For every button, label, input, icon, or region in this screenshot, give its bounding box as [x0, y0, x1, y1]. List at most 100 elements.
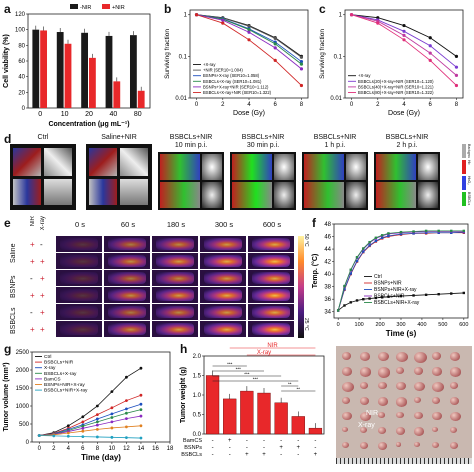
thermal-sign: + — [30, 257, 35, 266]
thermal-image — [152, 270, 198, 286]
g-point — [139, 408, 143, 411]
a-ytick-label: 100 — [15, 28, 26, 34]
tumor-specimen — [378, 412, 385, 418]
h-bar — [223, 398, 237, 435]
thermal-image — [104, 321, 150, 337]
f-point — [355, 256, 359, 259]
h-sign: - — [212, 438, 214, 444]
g-point — [125, 417, 128, 420]
h-sign: - — [297, 452, 299, 458]
g-point — [95, 420, 99, 424]
f-legend-label: BSNPs+NIR+X-ray — [374, 287, 417, 293]
f-legend-label: BSBCLs+NIR — [374, 294, 405, 300]
thermal-time-label: 300 s — [214, 220, 234, 229]
a-legend-label: +NIR — [112, 5, 125, 11]
svg-c-xtick-label: 0 — [350, 102, 354, 108]
thermal-image — [152, 253, 198, 269]
tumor-specimen — [342, 352, 351, 360]
a-legend-swatch — [70, 4, 78, 9]
f-point — [387, 234, 390, 238]
h-row-label: BamCS — [183, 438, 202, 444]
tumor-specimen — [432, 367, 443, 376]
svg-b-legend-label: BSNPs+X-ray (SER10=1.058) — [203, 73, 260, 78]
tumor-specimen — [396, 442, 402, 447]
g-ylabel: Tumor volume (mm³) — [3, 362, 10, 431]
a-bar — [89, 57, 96, 108]
pa-tile-title: Ctrl — [37, 134, 49, 141]
h-ytick-label: 0.0 — [193, 432, 202, 438]
tumor-specimen — [450, 367, 462, 377]
svg-b-ytick-label: 0.1 — [179, 54, 188, 60]
g-point — [139, 414, 143, 418]
g-point — [95, 404, 99, 408]
svg-c-ylabel: Surviving fraction — [319, 29, 326, 79]
panel-label-f: f — [312, 216, 316, 230]
h-sign: - — [314, 438, 316, 444]
g-point — [81, 415, 85, 419]
g-xtick-label: 12 — [123, 446, 130, 452]
svg-b-point — [247, 27, 251, 32]
thermal-row-label: BSBCLs — [10, 307, 17, 335]
a-ytick-label: 0 — [22, 106, 26, 112]
thermal-image — [248, 236, 294, 252]
f-point — [368, 240, 371, 244]
tumor-specimen — [450, 427, 457, 433]
g-xtick-label: 10 — [109, 446, 116, 452]
chart-b: 1 0.1 0.01 0 2 4 6 8 Dose (Gy) Surviving fraction… — [164, 9, 309, 117]
thermal-time-label: 600 s — [262, 220, 282, 229]
svg-b-xtick-label: 4 — [247, 102, 251, 108]
svg-b-series-line — [196, 14, 302, 62]
f-point — [362, 247, 365, 250]
tumor-specimen — [432, 442, 440, 449]
g-point — [110, 416, 114, 419]
g-xtick-label: 6 — [81, 446, 85, 452]
f-xtick-label: 600 — [459, 322, 468, 328]
svg-b-point — [247, 24, 251, 28]
tumor-specimen — [342, 382, 354, 393]
pa-image-tile — [86, 144, 152, 210]
panel-a: a 0 20 40 60 80 100 120 0 10 20 40 80 Concentration … — [0, 0, 160, 132]
thermal-image — [152, 287, 198, 303]
thermal-sign: + — [30, 291, 35, 300]
a-bar — [32, 29, 40, 109]
tumor-specimen — [378, 382, 387, 390]
g-xtick-label: 14 — [138, 446, 145, 452]
f-point — [374, 239, 378, 243]
g-point — [37, 434, 41, 437]
f-legend-label: BSNPs+NIR — [374, 281, 402, 287]
f-point — [380, 236, 384, 239]
g-point — [95, 423, 99, 427]
f-point — [399, 294, 403, 298]
thermal-image — [248, 253, 294, 269]
f-point — [355, 259, 359, 263]
thermal-row-label: BSNPs — [10, 275, 17, 299]
f-point — [374, 296, 378, 300]
svg-b-xtick-label: 8 — [300, 102, 304, 108]
f-legend-label: Ctrl — [374, 274, 382, 280]
tumor-specimen — [432, 412, 442, 421]
tumor-specimen — [450, 382, 458, 389]
g-point — [110, 420, 114, 424]
h-sign: - — [314, 445, 316, 451]
svg-b-point — [221, 18, 225, 22]
pa-legend-label: Hb — [467, 160, 471, 165]
h-sign: - — [212, 452, 214, 458]
g-point — [125, 375, 128, 379]
f-point — [399, 232, 403, 236]
pa-image-tile — [374, 152, 440, 210]
thermal-image — [56, 287, 102, 303]
svg-b-xtick-label: 0 — [195, 102, 199, 108]
svg-b-point — [273, 42, 277, 46]
h-sign: + — [262, 452, 266, 458]
g-ytick-label: 1500 — [16, 386, 30, 392]
thermal-image — [104, 304, 150, 320]
g-series-line — [39, 394, 142, 436]
thermal-image — [200, 253, 246, 269]
panel-i: i NIR X-ray — [330, 342, 474, 467]
thermal-image — [248, 304, 294, 320]
g-series-line — [39, 435, 141, 439]
svg-b-legend-label: BSNPs+X-ray+NIR (SER10=1.112) — [203, 84, 269, 89]
f-point — [437, 231, 440, 234]
a-xtick-label: 0 — [38, 111, 42, 118]
tumor-specimen — [360, 442, 369, 450]
